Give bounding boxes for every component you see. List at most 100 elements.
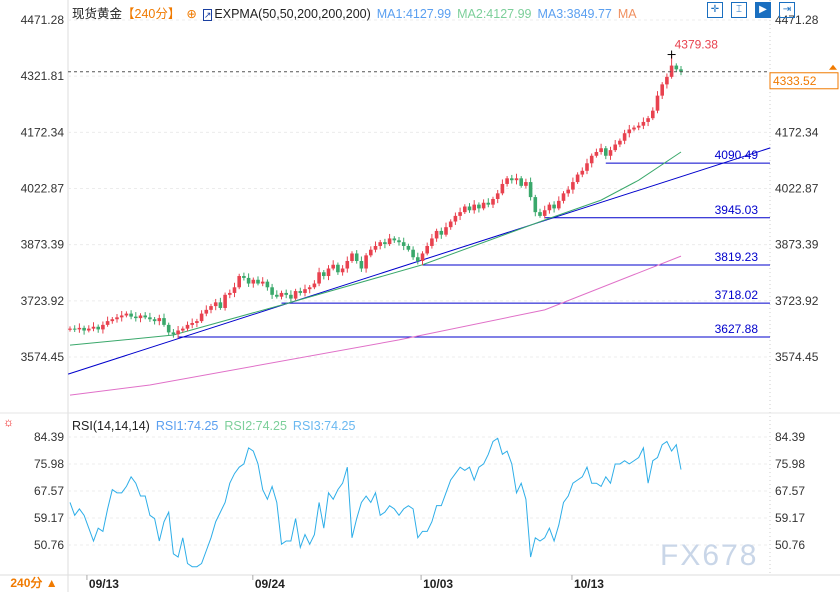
candle-body — [171, 332, 176, 335]
candle-body — [453, 215, 458, 222]
chart-header: 现货黄金【240分】 ⊕ ↗ EXPMA(50,50,200,200,200) MA1:… — [72, 3, 643, 22]
price-tick-right: 4471.28 — [775, 13, 819, 27]
candle-body — [458, 212, 462, 216]
candle-body — [500, 183, 505, 194]
crosshair-icon[interactable]: ✛ — [707, 2, 723, 18]
candle-body — [373, 245, 378, 250]
candle-body — [430, 238, 434, 246]
ema_fast-line — [69, 151, 682, 346]
candle-body — [542, 210, 547, 216]
price-tick-right: 4022.87 — [775, 182, 819, 196]
candle-body — [561, 193, 566, 201]
candle-body — [307, 287, 312, 290]
settings-icon[interactable]: ☼ — [3, 415, 14, 429]
ma-label: MA — [617, 7, 637, 21]
candle-body — [420, 253, 425, 261]
candle-body — [486, 202, 491, 205]
candle-body — [166, 324, 171, 333]
candle-body — [636, 125, 641, 128]
candle-body — [557, 200, 561, 209]
candle-body — [392, 238, 397, 241]
price-tick-left: 4172.34 — [21, 125, 65, 139]
candle-body — [580, 170, 585, 175]
candle-body — [190, 322, 194, 325]
candle-body — [434, 230, 439, 239]
candle-body — [293, 291, 298, 299]
date-label: 10/03 — [423, 577, 453, 591]
candle-body — [646, 118, 650, 122]
price-tick-left: 4321.81 — [21, 69, 65, 83]
candle-body — [467, 206, 472, 211]
candle-body — [679, 69, 683, 72]
candle-body — [218, 302, 223, 308]
candle-body — [223, 294, 227, 308]
candle-body — [599, 148, 603, 153]
support-level-label: 3945.03 — [715, 203, 759, 217]
candle-body — [312, 283, 317, 288]
price-up-arrow-icon — [829, 64, 837, 70]
ma3-value: MA3:3849.77 — [537, 7, 612, 21]
candle-body — [331, 264, 335, 269]
rsi-tick-right: 75.98 — [775, 457, 805, 471]
candle-body — [665, 76, 669, 85]
price-tick-left: 4022.87 — [21, 182, 65, 196]
indicator-icon[interactable]: ↗ — [202, 9, 213, 21]
add-icon[interactable]: ⊕ — [186, 7, 197, 21]
fit-range-icon[interactable]: ⌶ — [731, 2, 747, 18]
candle-body — [289, 294, 293, 299]
candle-body — [110, 319, 115, 322]
candle-body — [613, 144, 617, 151]
candle-body — [87, 328, 91, 331]
candle-body — [514, 178, 519, 181]
candle-body — [246, 277, 251, 284]
rsi-tick-left: 59.17 — [34, 511, 64, 525]
rsi-tick-right: 59.17 — [775, 511, 805, 525]
candle-body — [439, 230, 444, 235]
candle-body — [284, 292, 288, 295]
rsi3-value: RSI3:74.25 — [292, 419, 356, 433]
rsi-tick-left: 84.39 — [34, 430, 64, 444]
price-tick-right: 4172.34 — [775, 125, 819, 139]
candle-body — [448, 221, 453, 228]
period-label[interactable]: 【240分】 — [122, 7, 181, 21]
candle-body — [251, 279, 256, 284]
support-level-label: 3627.88 — [715, 322, 759, 336]
period-selector[interactable]: 240分 ▲ — [10, 576, 58, 590]
candle-body — [533, 197, 538, 213]
rsi-tick-right: 84.39 — [775, 430, 805, 444]
candle-body — [585, 163, 589, 171]
candle-body — [528, 182, 533, 198]
candle-body — [242, 276, 246, 278]
candle-body — [505, 178, 509, 184]
candle-body — [237, 276, 241, 288]
rsi-tick-right: 67.57 — [775, 484, 805, 498]
candle-body — [105, 321, 110, 325]
candle-body — [326, 268, 331, 277]
candle-body — [618, 140, 622, 145]
candle-body — [129, 313, 133, 317]
candle-body — [77, 327, 82, 330]
candle-body — [477, 204, 481, 209]
candle-body — [152, 319, 157, 322]
indicator-name[interactable]: EXPMA(50,50,200,200,200) — [214, 7, 371, 21]
candle-body — [491, 198, 495, 205]
candle-body — [524, 182, 528, 186]
candle-body — [138, 315, 143, 319]
candle-body — [209, 306, 213, 310]
candle-body — [336, 264, 340, 273]
candle-body — [162, 318, 166, 325]
select-range-icon[interactable]: ▶ — [755, 2, 771, 18]
candle-body — [91, 326, 96, 329]
candle-body — [354, 253, 359, 261]
jump-to-end-icon[interactable]: ⇥ — [779, 2, 795, 18]
candle-body — [397, 240, 401, 243]
candle-body — [228, 292, 232, 295]
date-label: 10/13 — [574, 577, 604, 591]
candle-body — [185, 324, 190, 329]
candle-body — [444, 227, 448, 235]
rsi-header: RSI(14,14,14) RSI1:74.25 RSI2:74.25 RSI3:74… — [72, 419, 361, 433]
support-level-label: 3819.23 — [715, 250, 759, 264]
candle-body — [340, 268, 345, 273]
